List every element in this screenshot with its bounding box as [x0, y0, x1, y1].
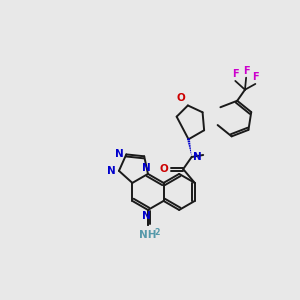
Text: N: N [107, 166, 116, 176]
Text: N: N [115, 149, 124, 159]
Text: 2: 2 [154, 229, 159, 238]
Text: O: O [176, 93, 185, 103]
Text: F: F [232, 69, 238, 79]
Text: N: N [142, 163, 151, 173]
Text: F: F [252, 72, 259, 82]
Text: NH: NH [139, 230, 157, 240]
Text: F: F [243, 66, 249, 76]
Text: O: O [160, 164, 169, 174]
Text: N: N [142, 211, 151, 221]
Text: N: N [193, 152, 202, 162]
